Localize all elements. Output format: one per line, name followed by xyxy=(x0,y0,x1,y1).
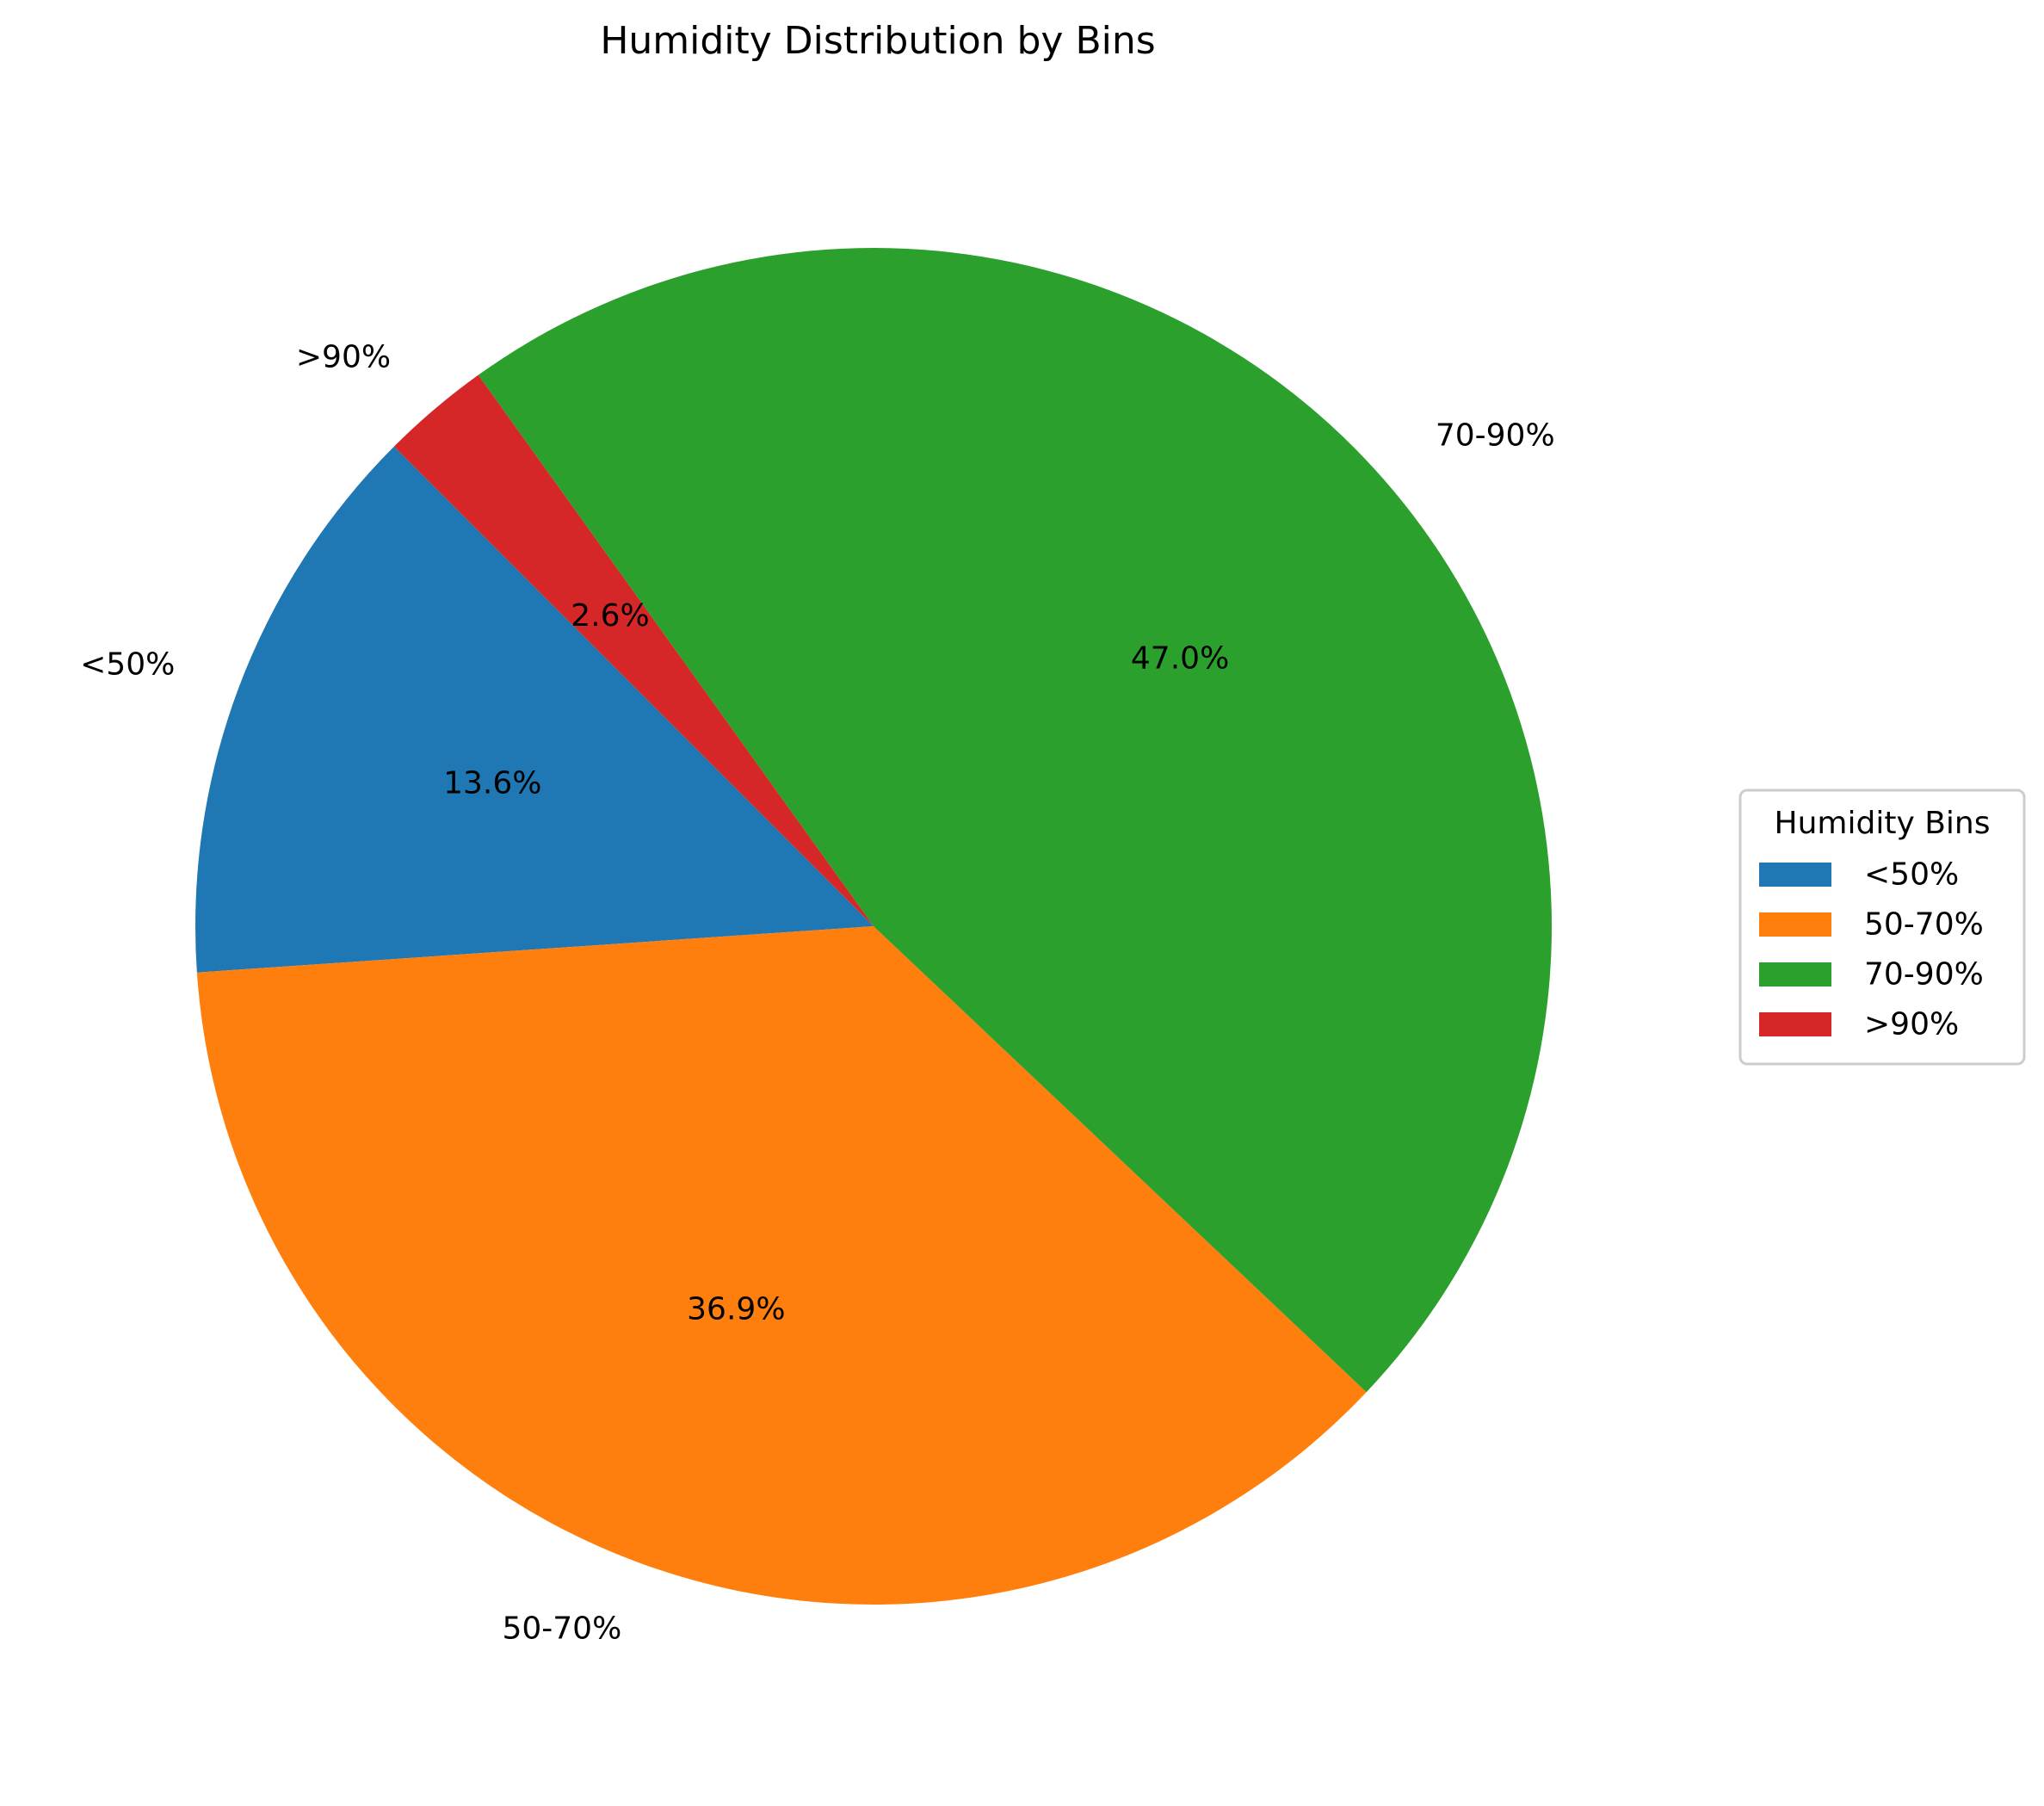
slice-percent-lt-50pct: 13.6% xyxy=(443,766,541,801)
pie-slice-70-90pct xyxy=(478,248,1552,1393)
legend-label-lt-50pct: <50% xyxy=(1864,857,1959,893)
slice-percent-70-90pct: 47.0% xyxy=(1131,640,1229,676)
legend-frame xyxy=(1738,789,2026,1066)
slice-percent-50-70pct: 36.9% xyxy=(687,1292,785,1327)
pie-slices xyxy=(195,248,1552,1605)
slice-percent-labels: 13.6% 36.9% 47.0% 2.6% xyxy=(443,598,1229,1327)
pie-slice-gt-90pct xyxy=(393,374,874,926)
chart-title: Humidity Distribution by Bins xyxy=(600,19,1155,63)
legend-title: Humidity Bins xyxy=(1775,806,1991,841)
slice-label-gt-90pct: >90% xyxy=(296,340,391,375)
legend-swatch-lt-50pct xyxy=(1759,863,1831,887)
legend-swatch-50-70pct xyxy=(1759,912,1831,937)
slice-percent-gt-90pct: 2.6% xyxy=(571,598,649,634)
legend-swatch-gt-90pct xyxy=(1759,1012,1831,1036)
legend-label-gt-90pct: >90% xyxy=(1864,1007,1959,1042)
slice-label-50-70pct: 50-70% xyxy=(502,1611,621,1646)
legend-entries: <50% 50-70% 70-90% >90% xyxy=(1759,857,1984,1042)
legend-label-70-90pct: 70-90% xyxy=(1864,957,1984,993)
pie-slice-lt-50pct xyxy=(195,446,874,973)
slice-label-70-90pct: 70-90% xyxy=(1436,417,1555,453)
slice-label-lt-50pct: <50% xyxy=(80,646,175,682)
slice-category-labels: <50% 50-70% 70-90% >90% xyxy=(80,340,1555,1647)
legend: Humidity Bins <50% 50-70% 70-90% >90% xyxy=(1738,789,2026,1066)
pie-slice-50-70pct xyxy=(196,926,1367,1605)
legend-swatch-70-90pct xyxy=(1759,962,1831,986)
legend-label-50-70pct: 50-70% xyxy=(1864,907,1984,943)
